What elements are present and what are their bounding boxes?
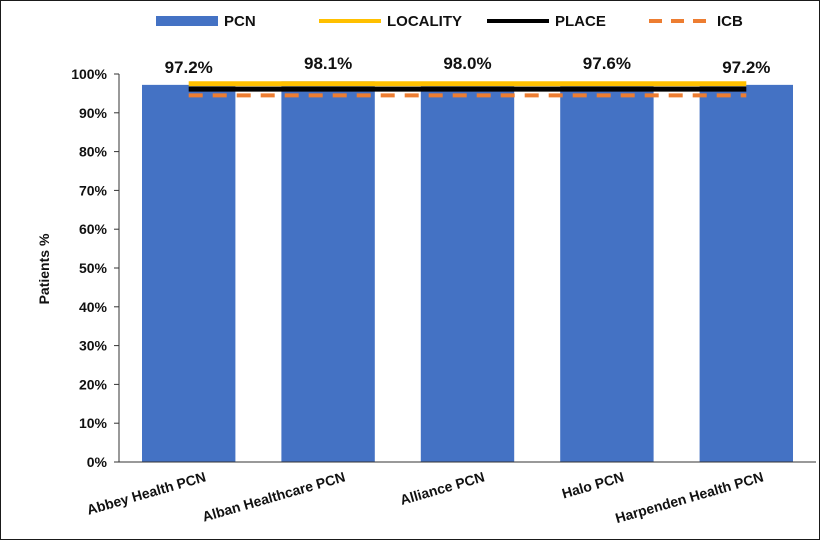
x-tick-label: Harpenden Health PCN (613, 469, 765, 527)
y-tick-label: 10% (79, 415, 108, 431)
y-tick-label: 100% (71, 66, 107, 82)
bar-harpenden-health-pcn (699, 84, 793, 462)
legend-label-place: PLACE (555, 13, 606, 30)
y-tick-label: 0% (87, 454, 108, 470)
data-label: 97.2% (165, 58, 213, 77)
y-tick-label: 70% (79, 182, 108, 198)
y-tick-label: 30% (79, 338, 108, 354)
data-label: 97.2% (722, 58, 770, 77)
data-label: 98.0% (443, 54, 491, 73)
data-label: 97.6% (583, 54, 631, 73)
y-axis-label: Patients % (36, 233, 52, 304)
y-tick-label: 60% (79, 221, 108, 237)
y-tick-label: 90% (79, 105, 108, 121)
y-axis: 0% 10% 20% 30% 40% 50% 60% 70% 80% 90% 100% (71, 66, 120, 470)
y-tick-label: 40% (79, 299, 108, 315)
y-tick-label: 80% (79, 144, 108, 160)
x-tick-label: Halo PCN (560, 469, 626, 502)
x-tick-label: Alban Healthcare PCN (200, 469, 347, 525)
reference-lines (188, 81, 747, 98)
data-label: 98.1% (304, 54, 352, 73)
y-tick-label: 50% (79, 260, 108, 276)
x-tick-label: Alliance PCN (398, 469, 486, 508)
legend-label-icb: ICB (717, 13, 743, 30)
legend: PCN LOCALITY PLACE ICB (156, 13, 743, 30)
y-tick-label: 20% (79, 376, 108, 392)
bar-alban-healthcare-pcn (281, 81, 375, 462)
x-tick-label: Abbey Health PCN (85, 469, 208, 518)
bar-abbey-health-pcn (142, 84, 236, 462)
bar-halo-pcn (560, 83, 654, 462)
bars (142, 81, 793, 462)
legend-label-pcn: PCN (224, 13, 256, 30)
bar-alliance-pcn (420, 81, 515, 462)
legend-label-locality: LOCALITY (387, 13, 462, 30)
legend-swatch-pcn (156, 16, 218, 26)
data-labels: 97.2% 98.1% 98.0% 97.6% 97.2% (165, 54, 771, 77)
